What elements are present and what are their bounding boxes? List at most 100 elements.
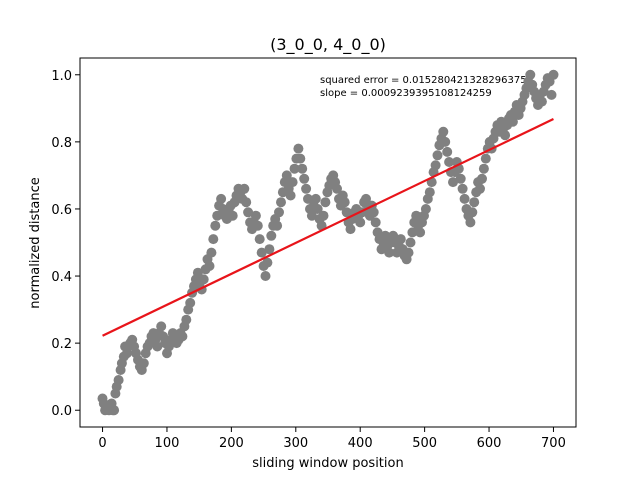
data-point (264, 244, 275, 255)
annotation-squared-error: squared error = 0.015280421328296375 (320, 75, 527, 86)
annotation-slope: slope = 0.000923939510812425​9 (320, 88, 492, 99)
data-point (297, 163, 308, 174)
data-point (239, 183, 250, 194)
data-point (208, 234, 219, 245)
data-point (243, 207, 254, 218)
data-point (415, 227, 426, 238)
data-point (395, 234, 406, 245)
data-point (507, 116, 518, 127)
scatter-points (97, 69, 559, 416)
data-point (138, 358, 149, 369)
data-point (440, 136, 451, 147)
data-point (198, 274, 209, 285)
data-point (467, 207, 478, 218)
data-point (380, 230, 391, 241)
data-point (457, 183, 468, 194)
data-point (345, 224, 356, 235)
x-tick-label: 400 (348, 436, 373, 451)
y-tick-label: 0.6 (51, 203, 72, 218)
data-point (192, 267, 203, 278)
data-point (444, 157, 455, 167)
y-tick-label: 0.0 (51, 404, 72, 419)
data-point (301, 183, 312, 194)
data-point (295, 153, 306, 164)
data-point (384, 247, 395, 258)
x-tick-label: 500 (412, 436, 437, 451)
data-point (289, 163, 300, 174)
data-point (303, 193, 313, 204)
data-point (455, 173, 466, 184)
x-axis-title: sliding window position (252, 456, 403, 471)
data-point (407, 227, 418, 238)
fit-line (102, 118, 554, 337)
data-point (320, 197, 331, 208)
data-point (355, 217, 366, 228)
data-point (430, 160, 441, 171)
data-point (274, 207, 284, 218)
data-point (260, 271, 271, 281)
data-point (475, 183, 485, 194)
data-point (420, 204, 431, 214)
chart-title: (3_0_0, 4_0_0) (270, 35, 386, 55)
data-point (500, 130, 511, 141)
data-point (312, 204, 323, 214)
data-point (546, 89, 557, 100)
data-point (113, 375, 124, 385)
y-tick-label: 1.0 (51, 69, 72, 84)
data-point (293, 143, 304, 154)
axis-ticks: 0 100 200 300 400 500 600 700 0.0 0.2 0.4 0.6 0.8 1.0 (51, 69, 566, 451)
data-point (212, 210, 223, 221)
data-point (306, 210, 317, 221)
data-point (272, 220, 283, 231)
data-point (403, 247, 414, 258)
x-tick-label: 300 (283, 436, 308, 451)
y-axis-title: normalized distance (28, 177, 43, 308)
y-tick-label: 0.8 (51, 136, 72, 151)
x-tick-label: 100 (155, 436, 180, 451)
data-point (254, 234, 265, 245)
data-point (465, 217, 476, 228)
data-point (478, 163, 489, 174)
data-point (256, 247, 267, 258)
data-point (318, 210, 329, 221)
data-point (361, 193, 371, 204)
data-point (477, 173, 487, 184)
data-point (548, 69, 559, 80)
data-point (185, 297, 196, 308)
data-point (299, 173, 310, 184)
data-point (252, 220, 263, 231)
data-point (368, 207, 379, 218)
x-tick-label: 700 (541, 436, 566, 451)
fit-line-layer (102, 118, 554, 337)
data-point (411, 210, 422, 221)
data-point (204, 261, 215, 271)
y-tick-label: 0.2 (51, 337, 72, 352)
data-point (442, 146, 453, 157)
x-tick-label: 0 (98, 436, 106, 451)
data-point (469, 197, 480, 208)
data-point (432, 150, 443, 161)
data-point (405, 237, 416, 248)
plot-frame (79, 57, 577, 428)
x-tick-label: 200 (219, 436, 244, 451)
data-point (266, 230, 277, 241)
data-point (525, 69, 536, 80)
data-point (438, 126, 449, 137)
data-point (177, 331, 188, 342)
data-point (109, 405, 120, 416)
data-point (459, 193, 470, 204)
data-point (156, 321, 167, 332)
data-point (152, 341, 163, 352)
data-point (250, 210, 261, 221)
data-point (536, 96, 547, 107)
y-tick-label: 0.4 (51, 270, 72, 285)
data-point (281, 170, 292, 181)
data-point (480, 153, 491, 164)
data-point (276, 197, 286, 208)
data-point (339, 197, 350, 208)
data-point (370, 217, 381, 228)
data-point (287, 177, 298, 188)
data-point (210, 220, 221, 231)
